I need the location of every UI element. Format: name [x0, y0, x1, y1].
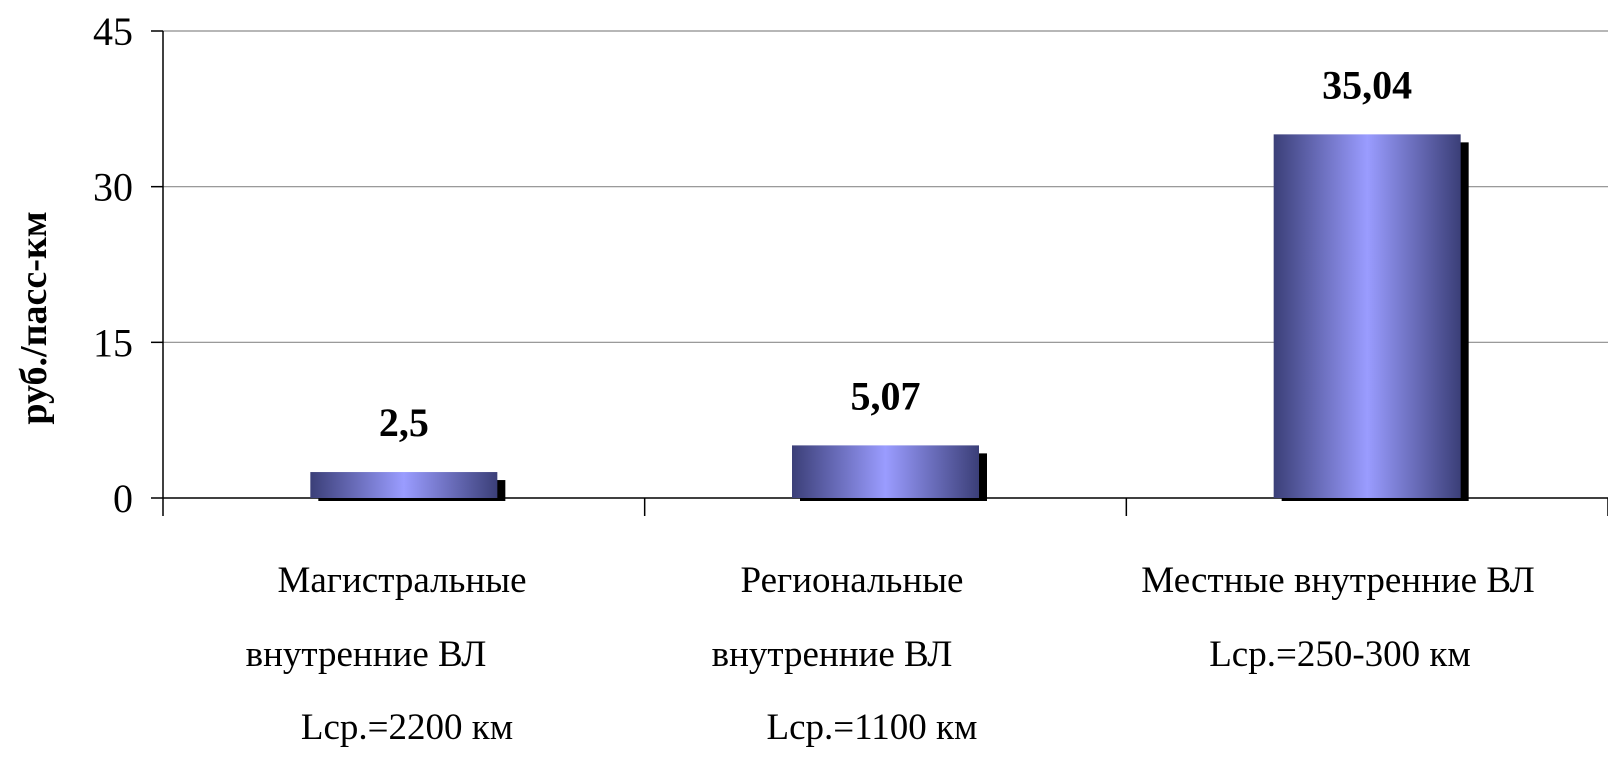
y-tick-label-0: 0 [113, 476, 133, 521]
bar-1 [310, 472, 498, 498]
y-tick-label-45: 45 [93, 9, 133, 54]
y-axis-label: руб./пасс-км [13, 211, 55, 424]
y-tick-labels: 0 15 30 45 [93, 9, 133, 521]
category-label-line: Lср.=250-300 км [1209, 634, 1471, 675]
data-labels: 2,5 5,07 35,04 [379, 62, 1412, 445]
category-label-line: Региональные [741, 560, 964, 601]
category-label-line: Магистральные [277, 560, 526, 601]
y-tick-label-30: 30 [93, 165, 133, 210]
y-tick-label-15: 15 [93, 320, 133, 365]
bars [310, 134, 1469, 501]
data-label-1: 2,5 [379, 400, 429, 445]
category-label-line: внутренние ВЛ [246, 634, 487, 675]
data-label-3: 35,04 [1322, 62, 1412, 107]
bar-2 [792, 445, 979, 498]
category-label-1: Магистральные внутренние ВЛ Lср.=2200 км [246, 560, 527, 748]
data-label-2: 5,07 [851, 373, 921, 418]
category-label-line: Lср.=1100 км [767, 707, 978, 748]
category-label-line: Местные внутренние ВЛ [1141, 560, 1534, 601]
category-label-2: Региональные внутренние ВЛ Lср.=1100 км [712, 560, 978, 748]
bar-3 [1273, 134, 1461, 498]
category-label-line: внутренние ВЛ [712, 634, 953, 675]
category-label-line: Lср.=2200 км [301, 707, 513, 748]
category-label-3: Местные внутренние ВЛ Lср.=250-300 км [1141, 560, 1534, 675]
category-labels: Магистральные внутренние ВЛ Lср.=2200 км Ре… [246, 560, 1535, 748]
